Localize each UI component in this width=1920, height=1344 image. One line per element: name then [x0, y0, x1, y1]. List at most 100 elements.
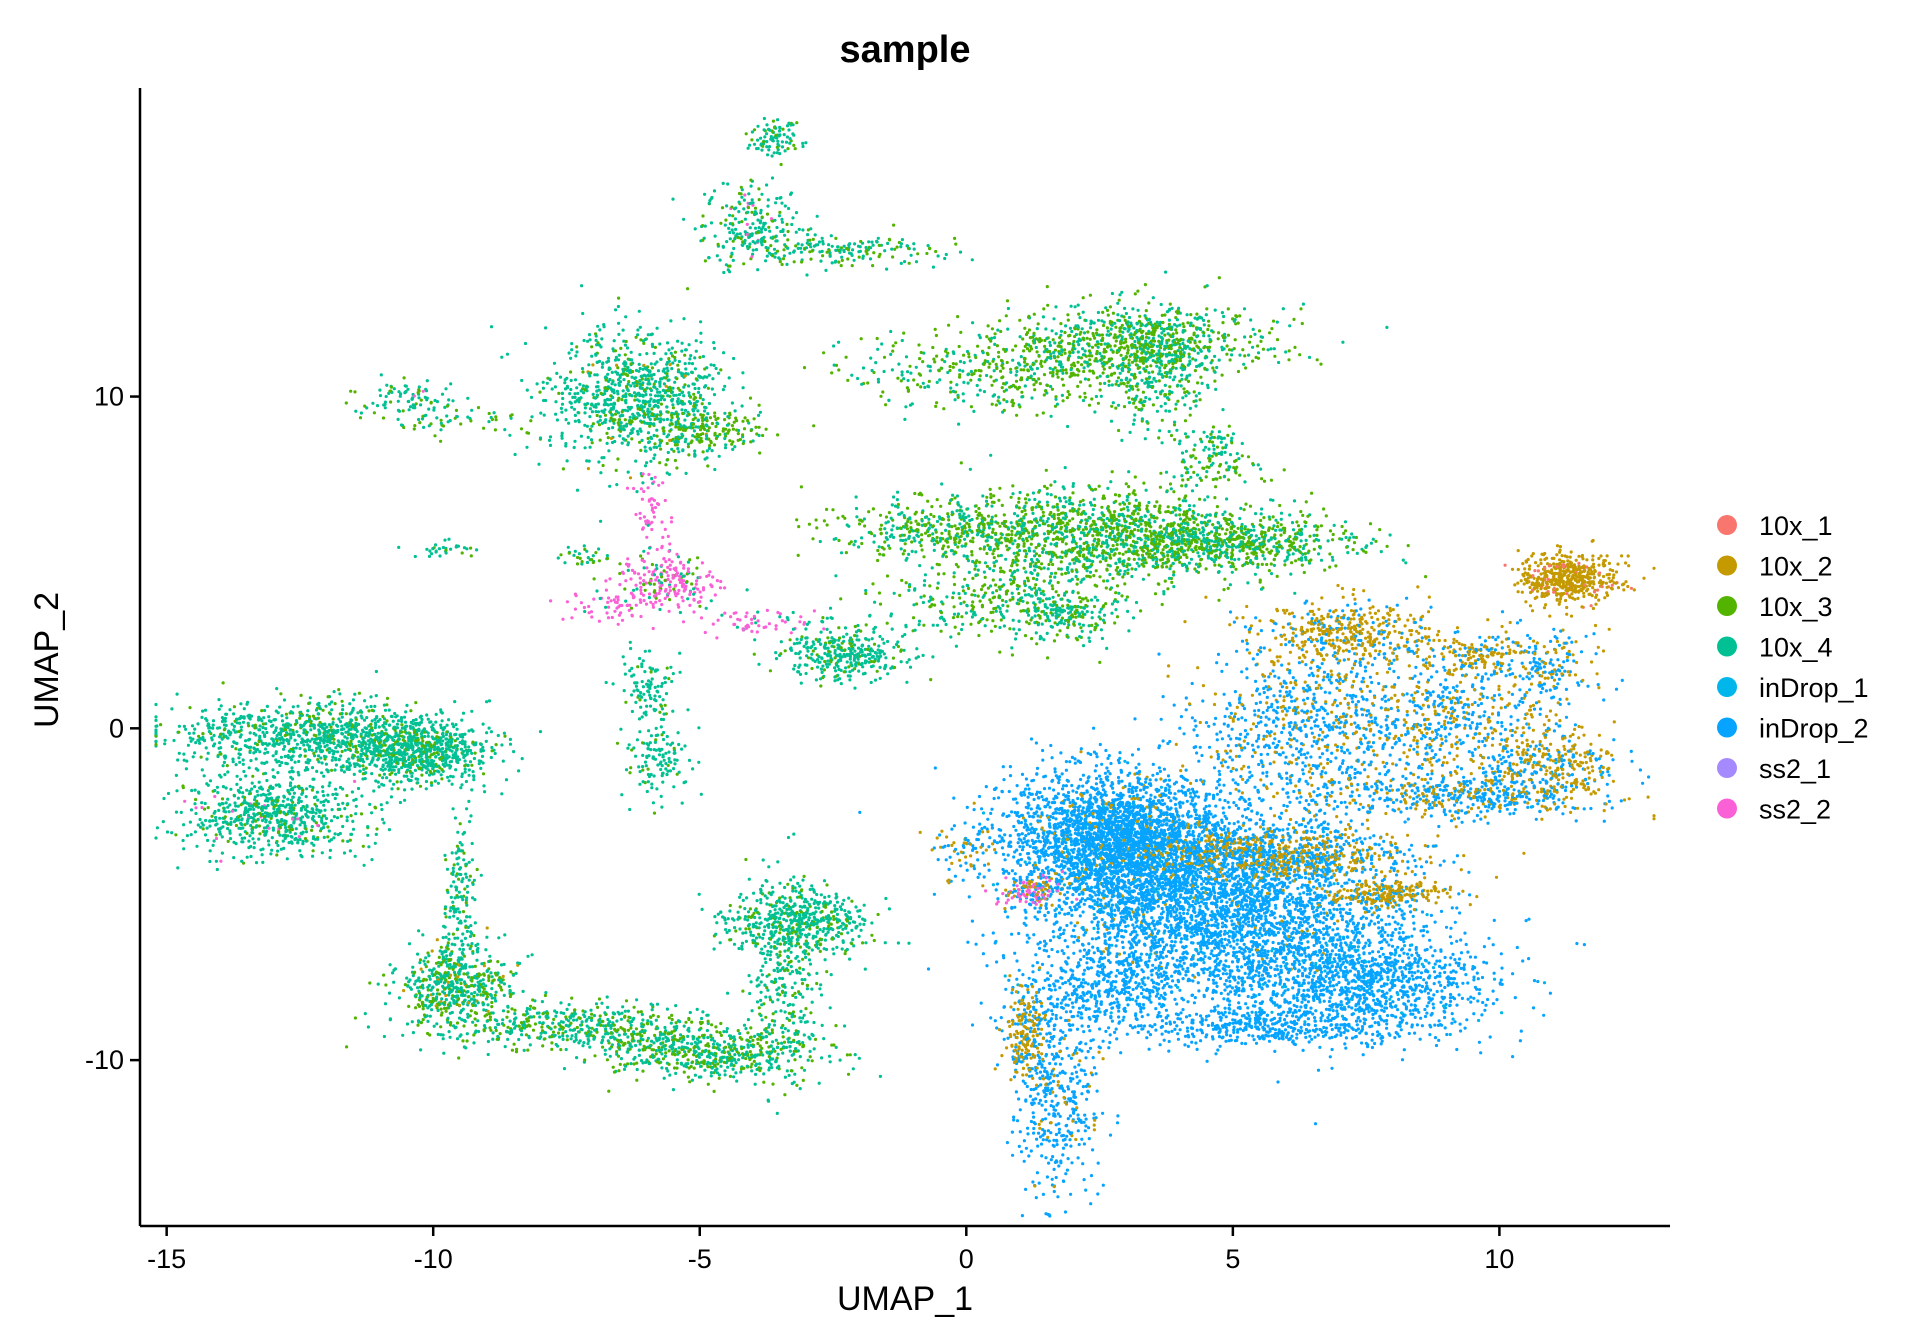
- data-point-10x_4: [1147, 336, 1151, 340]
- data-point-ss2_2: [692, 610, 696, 614]
- data-point-10x_3: [1064, 571, 1068, 576]
- data-point-10x_3: [691, 426, 695, 430]
- data-point-10x_4: [664, 761, 668, 766]
- data-point-10x_4: [1219, 440, 1223, 444]
- data-point-10x_4: [683, 744, 687, 748]
- data-point-10x_4: [806, 649, 810, 653]
- data-point-10x_3: [940, 531, 944, 535]
- data-point-10x_3: [739, 185, 743, 189]
- data-point-10x_4: [1194, 358, 1198, 362]
- data-point-10x_4: [1224, 461, 1228, 465]
- data-point-10x_4: [614, 355, 619, 359]
- data-point-10x_3: [689, 395, 693, 399]
- data-point-10x_4: [839, 668, 843, 673]
- data-point-10x_3: [713, 431, 717, 435]
- data-point-10x_3: [650, 562, 655, 567]
- data-point-10x_4: [889, 516, 893, 520]
- data-point-10x_3: [994, 531, 998, 536]
- data-point-10x_4: [754, 212, 759, 216]
- data-point-10x_4: [712, 363, 716, 367]
- data-point-10x_3: [1119, 353, 1123, 357]
- data-point-10x_3: [727, 428, 731, 432]
- data-point-10x_4: [870, 637, 874, 641]
- data-point-10x_4: [560, 431, 564, 435]
- data-point-10x_4: [914, 365, 918, 369]
- data-point-10x_4: [432, 408, 436, 412]
- data-point-10x_3: [1014, 379, 1019, 383]
- data-point-10x_4: [626, 409, 630, 413]
- data-point-10x_4: [1147, 518, 1151, 522]
- data-point-10x_3: [663, 703, 667, 707]
- data-point-10x_3: [596, 341, 600, 345]
- data-point-ss2_2: [736, 617, 740, 621]
- data-point-10x_4: [605, 441, 609, 445]
- data-point-10x_4: [1213, 308, 1217, 312]
- data-point-10x_4: [1051, 368, 1055, 372]
- data-point-ss2_2: [701, 588, 706, 592]
- data-point-10x_4: [656, 684, 660, 688]
- data-point-10x_3: [1092, 334, 1096, 338]
- data-point-10x_3: [701, 238, 705, 242]
- data-point-10x_4: [783, 233, 787, 237]
- data-point-10x_3: [1158, 352, 1163, 356]
- data-point-10x_4: [667, 348, 671, 352]
- data-point-10x_4: [1166, 396, 1170, 400]
- data-point-10x_4: [886, 639, 890, 644]
- data-point-10x_3: [1120, 323, 1124, 327]
- data-point-10x_3: [1043, 344, 1047, 348]
- data-point-10x_4: [864, 245, 868, 250]
- data-point-10x_3: [949, 390, 953, 394]
- data-point-10x_4: [545, 381, 549, 385]
- data-point-10x_4: [1071, 350, 1075, 354]
- data-point-10x_3: [1210, 454, 1214, 458]
- data-point-10x_3: [859, 239, 863, 244]
- data-point-10x_4: [508, 433, 512, 437]
- data-point-10x_4: [1247, 353, 1251, 357]
- data-point-10x_4: [1049, 414, 1053, 418]
- data-point-10x_4: [591, 554, 595, 558]
- data-point-10x_4: [856, 376, 860, 381]
- data-point-10x_4: [992, 393, 997, 397]
- data-point-10x_3: [1133, 372, 1137, 376]
- data-point-10x_3: [1086, 330, 1090, 334]
- data-point-10x_4: [671, 361, 675, 365]
- data-point-10x_3: [835, 674, 839, 678]
- data-point-10x_4: [962, 380, 966, 384]
- data-point-10x_4: [634, 684, 639, 688]
- data-point-ss2_2: [626, 557, 630, 561]
- data-point-10x_3: [1138, 356, 1142, 361]
- data-point-10x_4: [666, 378, 670, 382]
- data-point-10x_3: [918, 357, 922, 361]
- data-point-10x_3: [1117, 428, 1121, 433]
- data-point-10x_3: [774, 133, 778, 137]
- data-point-10x_4: [600, 337, 604, 341]
- data-point-10x_4: [787, 206, 791, 211]
- data-point-10x_4: [627, 743, 631, 747]
- data-point-10x_3: [915, 528, 919, 532]
- data-point-10x_4: [579, 434, 584, 438]
- data-point-ss2_2: [680, 584, 685, 588]
- data-point-10x_4: [663, 391, 668, 395]
- data-point-10x_4: [650, 677, 654, 681]
- data-point-10x_3: [402, 425, 406, 430]
- data-point-10x_4: [630, 693, 634, 697]
- data-point-10x_3: [482, 426, 486, 430]
- data-point-10x_3: [731, 214, 735, 218]
- data-point-10x_4: [371, 401, 375, 405]
- data-point-10x_4: [838, 677, 842, 681]
- data-point-10x_3: [999, 369, 1003, 373]
- data-point-ss2_2: [626, 564, 631, 568]
- data-point-10x_3: [746, 419, 750, 423]
- data-point-10x_3: [1150, 339, 1154, 343]
- data-point-10x_4: [776, 139, 780, 143]
- data-point-10x_3: [830, 371, 834, 375]
- data-point-10x_3: [1178, 379, 1182, 383]
- data-point-10x_4: [635, 490, 639, 494]
- data-point-10x_4: [1167, 359, 1171, 363]
- data-point-10x_4: [1177, 442, 1182, 446]
- data-point-10x_4: [1175, 318, 1179, 322]
- data-point-10x_4: [375, 404, 380, 408]
- data-point-10x_3: [673, 458, 678, 463]
- data-point-10x_3: [696, 556, 700, 560]
- data-point-10x_3: [906, 519, 910, 524]
